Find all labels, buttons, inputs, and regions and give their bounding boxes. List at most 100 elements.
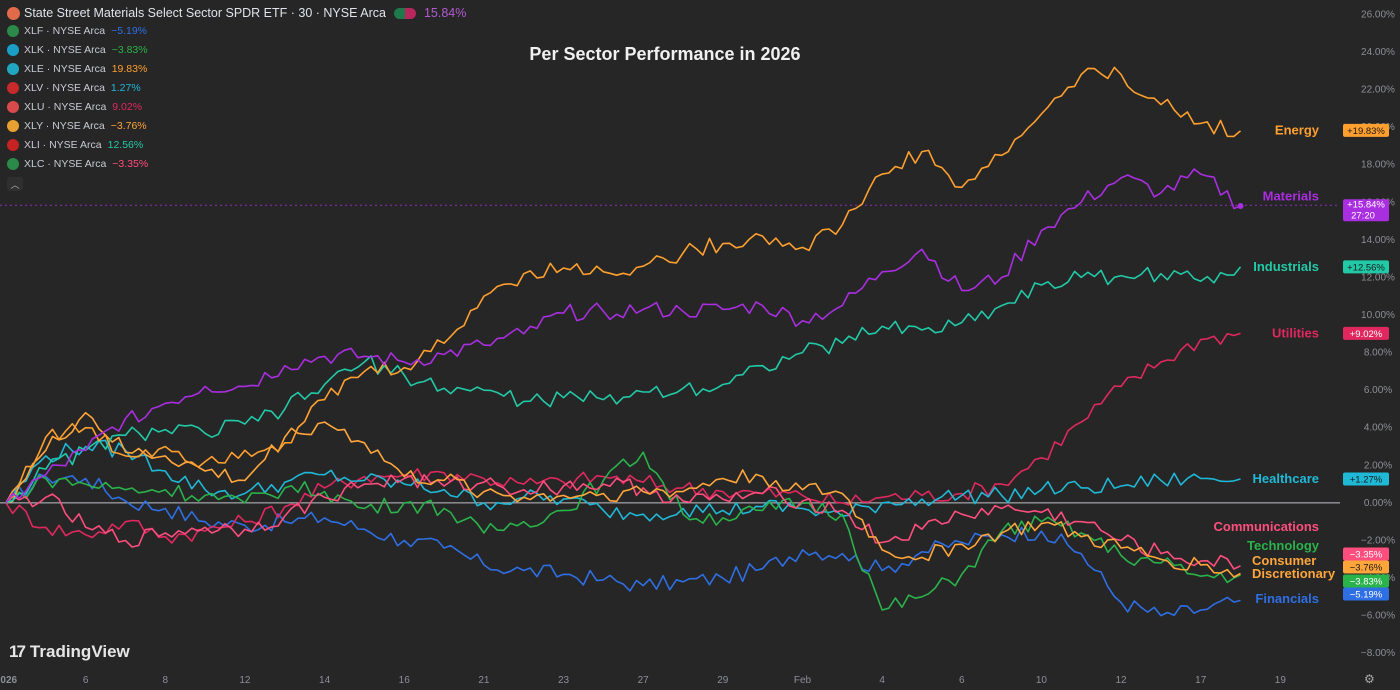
x-tick-label: 14 <box>319 675 331 686</box>
etf-logo-icon <box>7 119 19 132</box>
price-badge-text: +1.27% <box>1350 475 1383 486</box>
series-line-utilities <box>5 332 1241 544</box>
series-label-financials: Financials <box>1255 591 1319 606</box>
tradingview-mark-icon: 17 <box>9 642 26 661</box>
y-tick-label: 18.00% <box>1361 160 1395 171</box>
series-label-discretionary: Discretionary <box>1252 566 1336 581</box>
price-badge <box>1343 123 1389 137</box>
series-label-consumer: Consumer <box>1252 553 1316 568</box>
legend-label: XLK · NYSE Arca <box>24 43 106 56</box>
series-line-materials <box>5 168 1241 504</box>
series-label-materials: Materials <box>1263 188 1319 203</box>
y-tick-label: 6.00% <box>1364 385 1392 396</box>
y-tick-label: 4.00% <box>1364 423 1392 434</box>
x-tick-label: 17 <box>1195 675 1207 686</box>
legend-row-xlu[interactable]: XLU · NYSE Arca 9.02% <box>7 97 466 116</box>
x-tick-label: 6 <box>959 675 965 686</box>
legend-row-xly[interactable]: XLY · NYSE Arca −3.76% <box>7 116 466 135</box>
x-tick-label: Feb <box>794 675 812 686</box>
legend-row-xle[interactable]: XLE · NYSE Arca 19.83% <box>7 59 466 78</box>
x-tick-label: 10 <box>1036 675 1048 686</box>
legend-label: XLC · NYSE Arca <box>24 157 107 170</box>
price-badge <box>1343 472 1389 486</box>
legend-row-xlv[interactable]: XLV · NYSE Arca 1.27% <box>7 78 466 97</box>
legend-row-xlc[interactable]: XLC · NYSE Arca −3.35% <box>7 154 466 173</box>
chart-title: Per Sector Performance in 2026 <box>529 44 801 64</box>
etf-logo-icon <box>7 138 19 151</box>
price-badge-text: +15.84% <box>1347 199 1385 210</box>
etf-logo-icon <box>7 43 19 56</box>
etf-logo-icon <box>7 157 19 170</box>
legend-row-xli[interactable]: XLI · NYSE Arca 12.56% <box>7 135 466 154</box>
price-badge <box>1343 547 1389 561</box>
x-tick-label: 12 <box>1115 675 1127 686</box>
series-line-technology <box>5 451 1241 611</box>
y-tick-label: 0.00% <box>1364 498 1392 509</box>
price-badge <box>1343 199 1389 222</box>
series-line-financials <box>5 473 1241 617</box>
legend-value: 9.02% <box>112 100 143 113</box>
series-label-industrials: Industrials <box>1253 259 1319 274</box>
legend-value: 19.83% <box>111 62 148 75</box>
series-line-energy <box>5 66 1242 504</box>
legend-row-xlf[interactable]: XLF · NYSE Arca −5.19% <box>7 21 466 40</box>
series-line-communications <box>5 473 1241 570</box>
y-tick-label: −6.00% <box>1361 611 1395 622</box>
price-badge-text: +9.02% <box>1350 329 1383 340</box>
logo-text: TradingView <box>29 642 130 661</box>
series-line-industrials <box>5 266 1242 504</box>
series-label-utilities: Utilities <box>1272 325 1319 340</box>
x-tick-label: 6 <box>83 675 89 686</box>
settings-icon[interactable]: ⚙ <box>1364 672 1375 686</box>
legend-value: −5.19% <box>111 24 148 37</box>
series-label-healthcare: Healthcare <box>1253 471 1319 486</box>
y-tick-label: 14.00% <box>1361 235 1395 246</box>
y-tick-label: 26.00% <box>1361 9 1395 20</box>
series-label-energy: Energy <box>1275 122 1320 137</box>
x-tick-label: 23 <box>558 675 570 686</box>
price-badge-text: −3.83% <box>1350 577 1383 588</box>
x-tick-label: 8 <box>163 675 169 686</box>
legend-value: −3.76% <box>110 119 147 132</box>
price-badge-text: −3.35% <box>1350 550 1383 561</box>
series-line-consumer-discretionary <box>5 411 1241 578</box>
price-badge <box>1343 560 1389 574</box>
x-tick-label: 27 <box>638 675 650 686</box>
legend-label: XLY · NYSE Arca <box>24 119 105 132</box>
collapse-legend-button[interactable]: ︿ <box>7 177 23 191</box>
x-tick-label: 4 <box>879 675 885 686</box>
x-tick-label: 19 <box>1275 675 1287 686</box>
etf-logo-icon <box>7 62 19 75</box>
legend-label: XLV · NYSE Arca <box>24 81 105 94</box>
price-badge-text: +19.83% <box>1347 126 1385 137</box>
x-tick-label: 12 <box>239 675 251 686</box>
main-symbol-value: 15.84% <box>423 6 467 20</box>
x-tick-label: 29 <box>717 675 729 686</box>
legend-label: XLF · NYSE Arca <box>24 24 106 37</box>
price-badge-text: +12.56% <box>1347 262 1385 273</box>
y-tick-label: −8.00% <box>1361 648 1395 659</box>
legend: State Street Materials Select Sector SPD… <box>7 5 466 191</box>
y-tick-label: 12.00% <box>1361 272 1395 283</box>
price-badge-text: −3.76% <box>1350 563 1383 574</box>
series-end-point-materials <box>1237 203 1244 210</box>
y-tick-label: 8.00% <box>1364 348 1392 359</box>
market-status-icon[interactable] <box>393 7 416 19</box>
price-badge <box>1343 587 1389 601</box>
legend-row-xlk[interactable]: XLK · NYSE Arca −3.83% <box>7 40 466 59</box>
etf-logo-icon <box>7 6 20 20</box>
y-tick-label: 22.00% <box>1361 85 1395 96</box>
x-tick-label: 2026 <box>0 675 18 686</box>
chevron-up-icon: ︿ <box>10 179 20 190</box>
main-symbol-row[interactable]: State Street Materials Select Sector SPD… <box>7 5 466 21</box>
bar-countdown-text: 27:20 <box>1351 210 1375 221</box>
series-label-communications: Communications <box>1214 519 1319 534</box>
price-badge-text: −5.19% <box>1350 590 1383 601</box>
legend-value: 1.27% <box>110 81 141 94</box>
tradingview-logo[interactable]: 17 TradingView <box>9 642 130 662</box>
legend-value: −3.35% <box>112 157 149 170</box>
legend-value: −3.83% <box>111 43 148 56</box>
y-tick-label: 24.00% <box>1361 47 1395 58</box>
x-tick-label: 16 <box>399 675 411 686</box>
